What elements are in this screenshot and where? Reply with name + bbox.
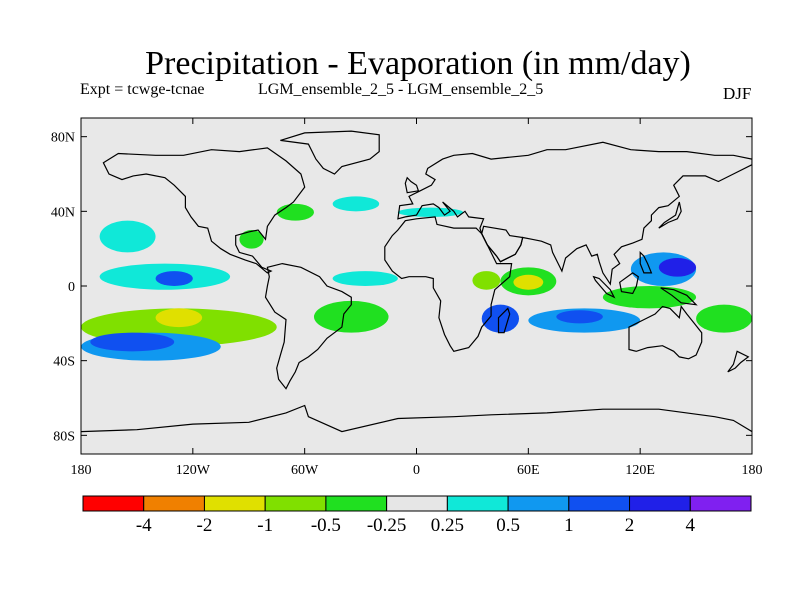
y-tick-label: 40S — [53, 355, 75, 370]
chart-subtitle: LGM_ensemble_2_5 - LGM_ensemble_2_5 — [258, 81, 544, 98]
colorbar-swatch — [82, 495, 145, 512]
coastline-greenland — [280, 130, 380, 175]
coastline-africa — [384, 216, 513, 352]
x-tick-label: 120E — [625, 463, 655, 478]
contour-region-11 — [313, 300, 389, 333]
season-label: DJF — [723, 84, 752, 103]
contour-region-9 — [276, 203, 314, 221]
continents — [81, 130, 752, 433]
colorbar-label: 1 — [564, 515, 574, 536]
colorbar-swatch — [203, 495, 266, 512]
contour-region-10 — [332, 196, 380, 212]
coastline-north-america — [102, 147, 306, 274]
contour-region-22 — [602, 286, 697, 309]
colorbar-label: -4 — [136, 515, 152, 536]
colorbar-label: -0.5 — [311, 515, 341, 536]
coastline-arabia-cut — [481, 225, 524, 263]
colorbar-swatch — [325, 495, 388, 512]
contour-region-5 — [155, 308, 203, 328]
colorbar-label: -1 — [257, 515, 273, 536]
y-tick-label: 80S — [53, 429, 75, 444]
colorbar-swatch — [143, 495, 205, 512]
coastline-madagascar — [497, 307, 511, 334]
contour-region-14 — [472, 271, 501, 290]
coastline-philippines — [639, 250, 653, 274]
coastline-sumatra — [592, 275, 616, 299]
colorbar-swatch — [689, 495, 752, 512]
colorbar-label: -0.25 — [367, 515, 407, 536]
colorbar-label: 4 — [686, 515, 696, 536]
x-tick-label: 180 — [71, 463, 92, 478]
contour-region-23 — [696, 304, 752, 333]
coastline-eurasia — [397, 141, 752, 286]
colorbar-label: -2 — [197, 515, 213, 536]
y-tick-label: 80N — [51, 131, 75, 146]
colorbar-label: 2 — [625, 515, 635, 536]
coastline-australia — [628, 305, 703, 360]
coastline-japan — [658, 201, 682, 229]
chart-title: Precipitation - Evaporation (in mm/day) — [145, 45, 691, 82]
contour-region-19 — [556, 310, 603, 324]
contour-region-13 — [397, 207, 464, 217]
contour-region-16 — [513, 274, 544, 290]
contour-region-12 — [332, 271, 398, 286]
x-tick-label: 180 — [742, 463, 763, 478]
contour-region-21 — [658, 258, 697, 277]
contour-region-7 — [90, 332, 175, 352]
x-tick-label: 60W — [291, 463, 319, 478]
x-tick-label: 120W — [176, 463, 211, 478]
colorbar-swatch — [629, 495, 691, 512]
y-tick-label: 40N — [51, 205, 75, 220]
colorbar-swatch — [568, 495, 631, 512]
x-tick-label: 0 — [413, 463, 420, 478]
x-tick-label: 60E — [517, 463, 540, 478]
contour-regions — [81, 196, 752, 361]
colorbar-label: 0.5 — [496, 515, 520, 536]
colorbar-swatch — [386, 495, 448, 512]
map-axes: 180 120W 60W 0 60E 120E 180 80N 40N 0 40S 80S — [51, 118, 763, 478]
coastline-antarctica — [81, 404, 752, 433]
colorbar-swatch — [264, 495, 327, 512]
contour-region-3 — [155, 271, 193, 286]
coastline-new-zealand — [727, 350, 750, 373]
contour-region-17 — [481, 304, 520, 333]
experiment-label: Expt = tcwge-tcnae — [80, 81, 205, 98]
contour-region-1 — [99, 220, 156, 253]
colorbar: -4 -2 -1 -0.5 -0.25 0.25 0.5 1 2 4 — [82, 495, 752, 536]
y-tick-label: 0 — [68, 280, 75, 295]
coastline-south-america — [264, 262, 352, 390]
colorbar-label: 0.25 — [431, 515, 464, 536]
colorbar-swatch — [446, 495, 509, 512]
coastline-new-guinea — [660, 287, 698, 306]
colorbar-swatch — [507, 495, 570, 512]
coastline-borneo — [619, 272, 639, 295]
contour-region-8 — [239, 230, 264, 249]
coastline-uk — [404, 176, 420, 194]
